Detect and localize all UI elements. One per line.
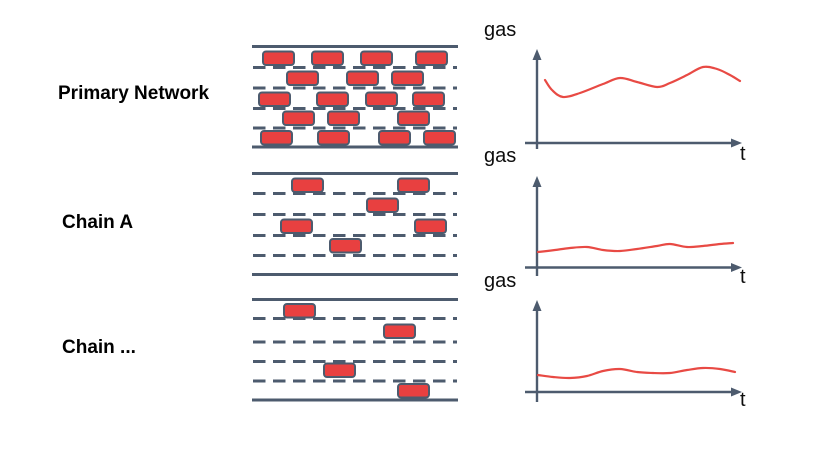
tx-block bbox=[423, 130, 456, 146]
y-axis-arrow bbox=[532, 176, 542, 187]
gas-curve bbox=[536, 241, 735, 254]
tx-block bbox=[317, 130, 350, 146]
tx-block bbox=[260, 130, 293, 146]
row-label-primary-network: Primary Network bbox=[58, 83, 210, 104]
tx-block bbox=[283, 303, 316, 319]
tx-block bbox=[346, 70, 379, 86]
graph-chain-more-ylabel: gas bbox=[484, 270, 517, 292]
tx-block bbox=[415, 50, 448, 66]
tx-block bbox=[378, 130, 411, 146]
tx-block bbox=[414, 218, 447, 234]
x-axis-arrow bbox=[731, 138, 742, 148]
graph-chain-a-xlabel: t bbox=[740, 266, 746, 288]
row-label-chain-a: Chain A bbox=[62, 212, 134, 233]
row-label-chain-more: Chain ... bbox=[62, 337, 136, 358]
graph-chain-more-xlabel: t bbox=[740, 389, 746, 411]
tx-block bbox=[412, 91, 445, 107]
tx-block bbox=[397, 177, 430, 193]
tx-block bbox=[280, 218, 313, 234]
gas-curve bbox=[536, 366, 737, 380]
tx-block bbox=[365, 91, 398, 107]
tx-block bbox=[316, 91, 349, 107]
graph-chain-a-ylabel: gas bbox=[484, 145, 517, 167]
tx-block bbox=[327, 110, 360, 126]
graph-primary-ylabel: gas bbox=[484, 19, 517, 41]
y-axis-arrow bbox=[532, 49, 542, 60]
x-axis-arrow bbox=[731, 263, 742, 272]
x-axis-arrow bbox=[731, 387, 742, 397]
tx-block bbox=[397, 383, 430, 399]
tx-block bbox=[291, 177, 324, 193]
gas-curve bbox=[543, 65, 742, 99]
graph-primary-xlabel: t bbox=[740, 143, 746, 165]
tx-block bbox=[391, 70, 424, 86]
tx-block bbox=[360, 50, 393, 66]
tx-block bbox=[258, 91, 291, 107]
tx-block bbox=[262, 50, 295, 66]
tx-block bbox=[282, 110, 315, 126]
tx-block bbox=[366, 197, 399, 213]
tx-block bbox=[383, 323, 416, 339]
tx-block bbox=[311, 50, 344, 66]
tx-block bbox=[329, 238, 362, 254]
tx-block bbox=[286, 70, 319, 86]
y-axis-arrow bbox=[532, 300, 542, 311]
tx-block bbox=[323, 362, 356, 378]
tx-block bbox=[397, 110, 430, 126]
